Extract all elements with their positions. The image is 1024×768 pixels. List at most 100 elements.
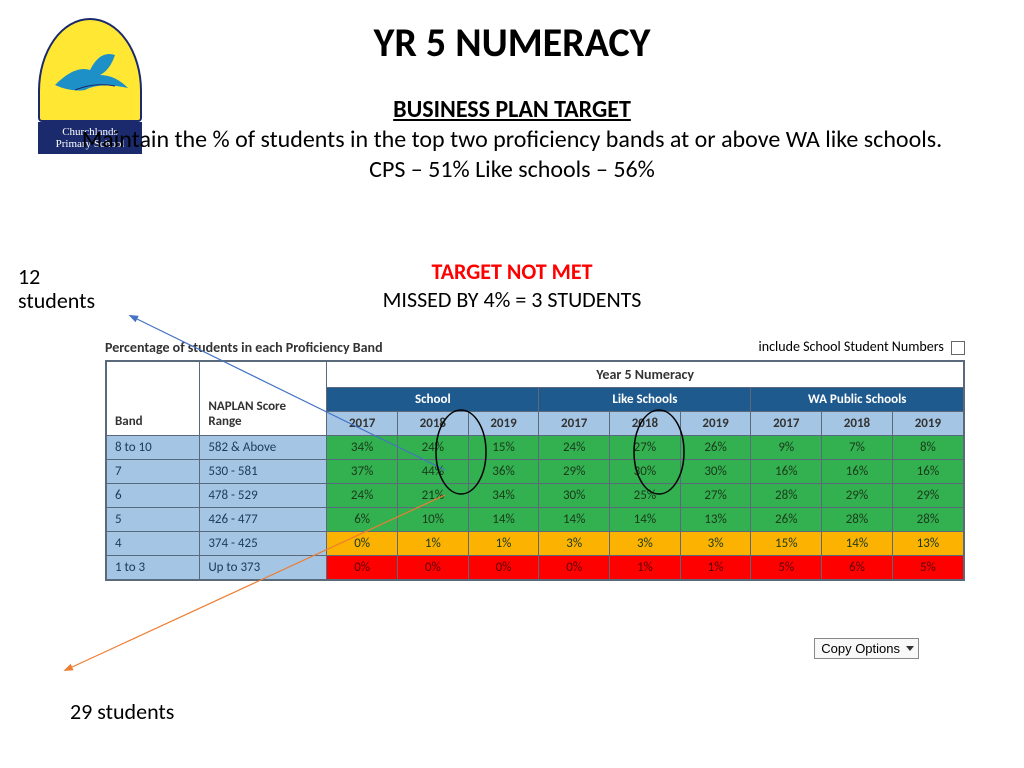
range-cell: 530 - 581 bbox=[200, 460, 327, 484]
super-header: Year 5 Numeracy bbox=[327, 361, 964, 388]
year-header: 2017 bbox=[327, 412, 398, 436]
data-cell: 30% bbox=[610, 460, 681, 484]
data-cell: 29% bbox=[822, 484, 893, 508]
copy-options-dropdown[interactable]: Copy Options bbox=[814, 638, 919, 659]
subtitle-line2: CPS – 51% Like schools – 56% bbox=[40, 155, 984, 185]
data-cell: 1% bbox=[468, 532, 539, 556]
data-cell: 0% bbox=[398, 556, 469, 581]
data-cell: 16% bbox=[751, 460, 822, 484]
range-cell: 374 - 425 bbox=[200, 532, 327, 556]
year-header: 2019 bbox=[892, 412, 964, 436]
data-cell: 3% bbox=[680, 532, 751, 556]
band-cell: 1 to 3 bbox=[106, 556, 200, 581]
data-cell: 34% bbox=[327, 436, 398, 460]
data-cell: 37% bbox=[327, 460, 398, 484]
year-header: 2017 bbox=[751, 412, 822, 436]
data-cell: 24% bbox=[539, 436, 610, 460]
data-cell: 44% bbox=[398, 460, 469, 484]
data-cell: 28% bbox=[822, 508, 893, 532]
data-cell: 25% bbox=[610, 484, 681, 508]
band-cell: 4 bbox=[106, 532, 200, 556]
checkbox-icon bbox=[951, 341, 965, 355]
subtitle-line1: Maintain the % of students in the top tw… bbox=[40, 125, 984, 155]
data-cell: 6% bbox=[327, 508, 398, 532]
table-row: 8 to 10582 & Above34%24%15%24%27%26%9%7%… bbox=[106, 436, 964, 460]
group-header: Like Schools bbox=[539, 388, 751, 412]
data-cell: 5% bbox=[751, 556, 822, 581]
year-header: 2017 bbox=[539, 412, 610, 436]
band-cell: 7 bbox=[106, 460, 200, 484]
data-cell: 14% bbox=[468, 508, 539, 532]
year-header: 2019 bbox=[468, 412, 539, 436]
data-cell: 9% bbox=[751, 436, 822, 460]
data-cell: 15% bbox=[468, 436, 539, 460]
table-row: 6478 - 52924%21%34%30%25%27%28%29%29% bbox=[106, 484, 964, 508]
band-header: Band bbox=[106, 361, 200, 436]
data-cell: 1% bbox=[610, 556, 681, 581]
include-numbers-checkbox[interactable]: include School Student Numbers bbox=[759, 338, 965, 355]
year-header: 2019 bbox=[680, 412, 751, 436]
data-cell: 30% bbox=[680, 460, 751, 484]
data-cell: 6% bbox=[822, 556, 893, 581]
data-cell: 13% bbox=[680, 508, 751, 532]
data-cell: 14% bbox=[822, 532, 893, 556]
page-title: YR 5 NUMERACY bbox=[0, 18, 1024, 67]
data-cell: 7% bbox=[822, 436, 893, 460]
proficiency-table: Band NAPLAN Score Range Year 5 Numeracy … bbox=[105, 360, 965, 581]
group-header: WA Public Schools bbox=[751, 388, 964, 412]
annotation-12-students: 12 students bbox=[18, 265, 95, 313]
data-cell: 1% bbox=[398, 532, 469, 556]
data-cell: 29% bbox=[892, 484, 964, 508]
data-cell: 15% bbox=[751, 532, 822, 556]
data-cell: 14% bbox=[610, 508, 681, 532]
range-cell: 478 - 529 bbox=[200, 484, 327, 508]
data-cell: 3% bbox=[610, 532, 681, 556]
data-cell: 16% bbox=[822, 460, 893, 484]
band-cell: 6 bbox=[106, 484, 200, 508]
missed-by: MISSED BY 4% = 3 STUDENTS bbox=[0, 286, 1024, 314]
annotation-29-students: 29 students bbox=[70, 698, 174, 725]
data-cell: 13% bbox=[892, 532, 964, 556]
data-cell: 24% bbox=[327, 484, 398, 508]
data-cell: 5% bbox=[892, 556, 964, 581]
table-row: 5426 - 4776%10%14%14%14%13%26%28%28% bbox=[106, 508, 964, 532]
status-block: TARGET NOT MET MISSED BY 4% = 3 STUDENTS bbox=[0, 258, 1024, 313]
data-cell: 16% bbox=[892, 460, 964, 484]
data-cell: 8% bbox=[892, 436, 964, 460]
proficiency-table-wrap: Percentage of students in each Proficien… bbox=[105, 338, 965, 581]
data-cell: 0% bbox=[539, 556, 610, 581]
range-cell: 426 - 477 bbox=[200, 508, 327, 532]
range-cell: 582 & Above bbox=[200, 436, 327, 460]
table-caption: Percentage of students in each Proficien… bbox=[105, 339, 383, 356]
band-cell: 5 bbox=[106, 508, 200, 532]
subtitle-block: BUSINESS PLAN TARGET Maintain the % of s… bbox=[40, 95, 984, 185]
data-cell: 0% bbox=[468, 556, 539, 581]
table-row: 7530 - 58137%44%36%29%30%30%16%16%16% bbox=[106, 460, 964, 484]
data-cell: 28% bbox=[751, 484, 822, 508]
subtitle-heading: BUSINESS PLAN TARGET bbox=[40, 95, 984, 125]
data-cell: 30% bbox=[539, 484, 610, 508]
data-cell: 21% bbox=[398, 484, 469, 508]
target-not-met: TARGET NOT MET bbox=[0, 258, 1024, 286]
group-header: School bbox=[327, 388, 539, 412]
year-header: 2018 bbox=[610, 412, 681, 436]
year-header: 2018 bbox=[822, 412, 893, 436]
data-cell: 26% bbox=[680, 436, 751, 460]
data-cell: 29% bbox=[539, 460, 610, 484]
table-row: 1 to 3Up to 3730%0%0%0%1%1%5%6%5% bbox=[106, 556, 964, 581]
data-cell: 36% bbox=[468, 460, 539, 484]
range-header: NAPLAN Score Range bbox=[200, 361, 327, 436]
data-cell: 0% bbox=[327, 532, 398, 556]
data-cell: 27% bbox=[680, 484, 751, 508]
data-cell: 10% bbox=[398, 508, 469, 532]
data-cell: 28% bbox=[892, 508, 964, 532]
data-cell: 1% bbox=[680, 556, 751, 581]
year-header: 2018 bbox=[398, 412, 469, 436]
data-cell: 24% bbox=[398, 436, 469, 460]
data-cell: 14% bbox=[539, 508, 610, 532]
band-cell: 8 to 10 bbox=[106, 436, 200, 460]
data-cell: 26% bbox=[751, 508, 822, 532]
data-cell: 34% bbox=[468, 484, 539, 508]
data-cell: 3% bbox=[539, 532, 610, 556]
table-row: 4374 - 4250%1%1%3%3%3%15%14%13% bbox=[106, 532, 964, 556]
